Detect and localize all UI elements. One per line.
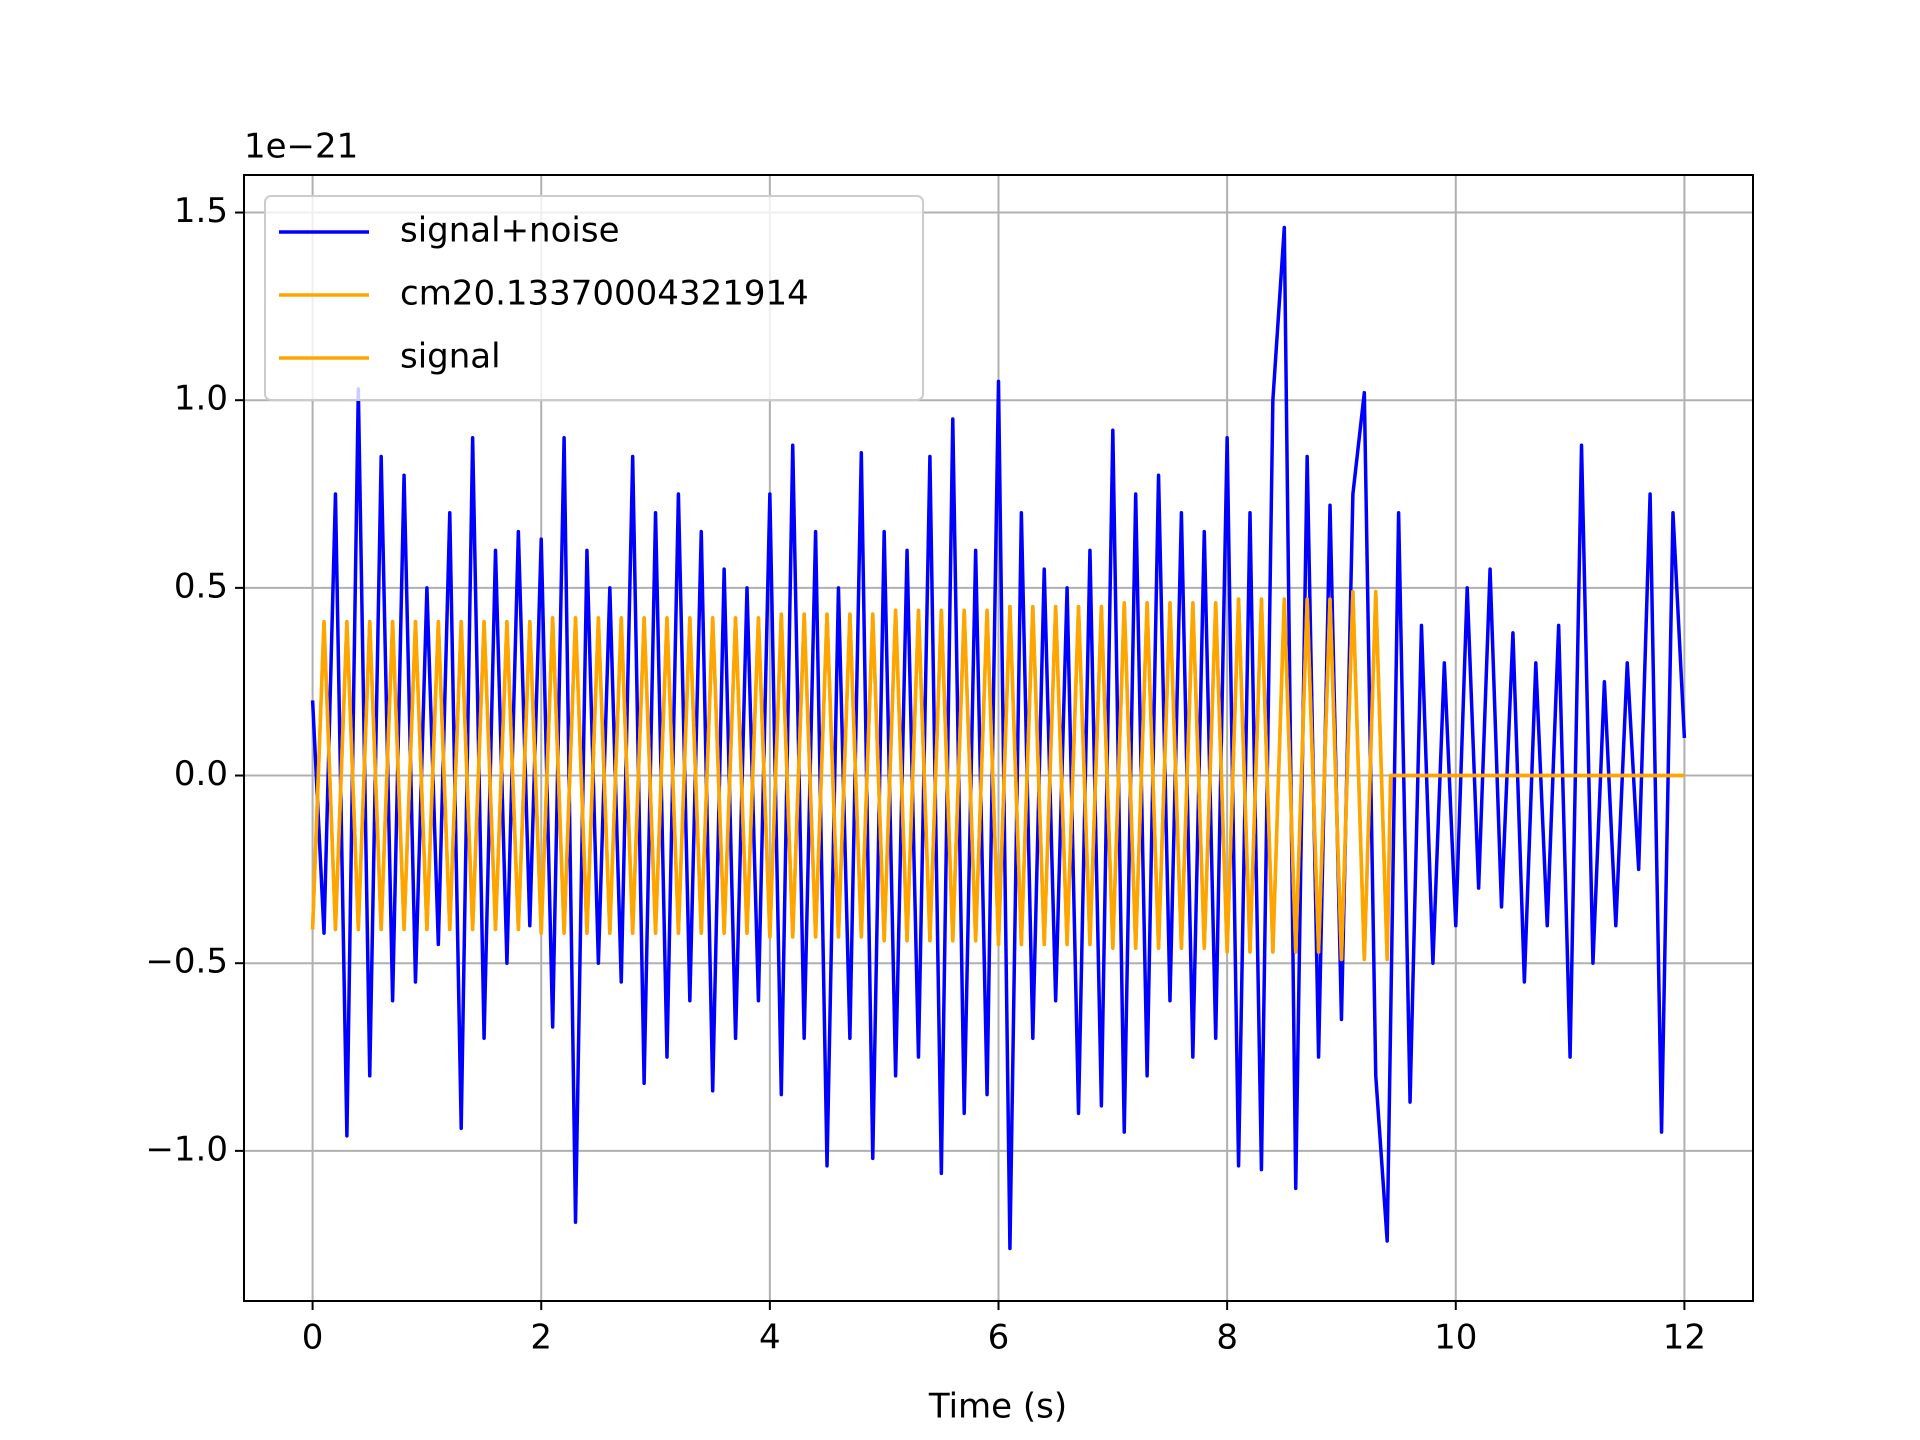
x-tick-label: 12 [1663, 1318, 1706, 1358]
x-tick-label: 2 [530, 1318, 552, 1358]
x-tick-label: 0 [302, 1318, 324, 1358]
x-axis-label: Time (s) [928, 1387, 1067, 1427]
y-tick-label: −1.0 [145, 1129, 228, 1169]
legend-label: signal [400, 337, 501, 377]
legend-label: cm20.13370004321914 [400, 274, 809, 314]
series-line [310, 225, 1687, 1251]
x-tick-label: 6 [988, 1318, 1010, 1358]
y-tick-label: 0.0 [174, 754, 228, 794]
x-tick-label: 8 [1216, 1318, 1238, 1358]
legend-label: signal+noise [400, 211, 620, 251]
legend: signal+noise cm20.13370004321914 signal [264, 195, 924, 401]
legend-box [264, 195, 924, 401]
x-tick-label: 4 [759, 1318, 781, 1358]
x-tick-label: 10 [1434, 1318, 1477, 1358]
series-line [310, 589, 1685, 962]
y-tick-label: 1.5 [174, 191, 228, 231]
y-offset-label: 1e−21 [244, 127, 358, 167]
y-tick-label: −0.5 [145, 942, 228, 982]
y-tick-label: 1.0 [174, 379, 228, 419]
y-tick-label: 0.5 [174, 566, 228, 606]
ticks: 0 2 4 6 8 10 12 −1.0 −0.5 0.0 0.5 1.0 1.5 [145, 191, 1706, 1357]
plot-lines [310, 225, 1687, 1251]
